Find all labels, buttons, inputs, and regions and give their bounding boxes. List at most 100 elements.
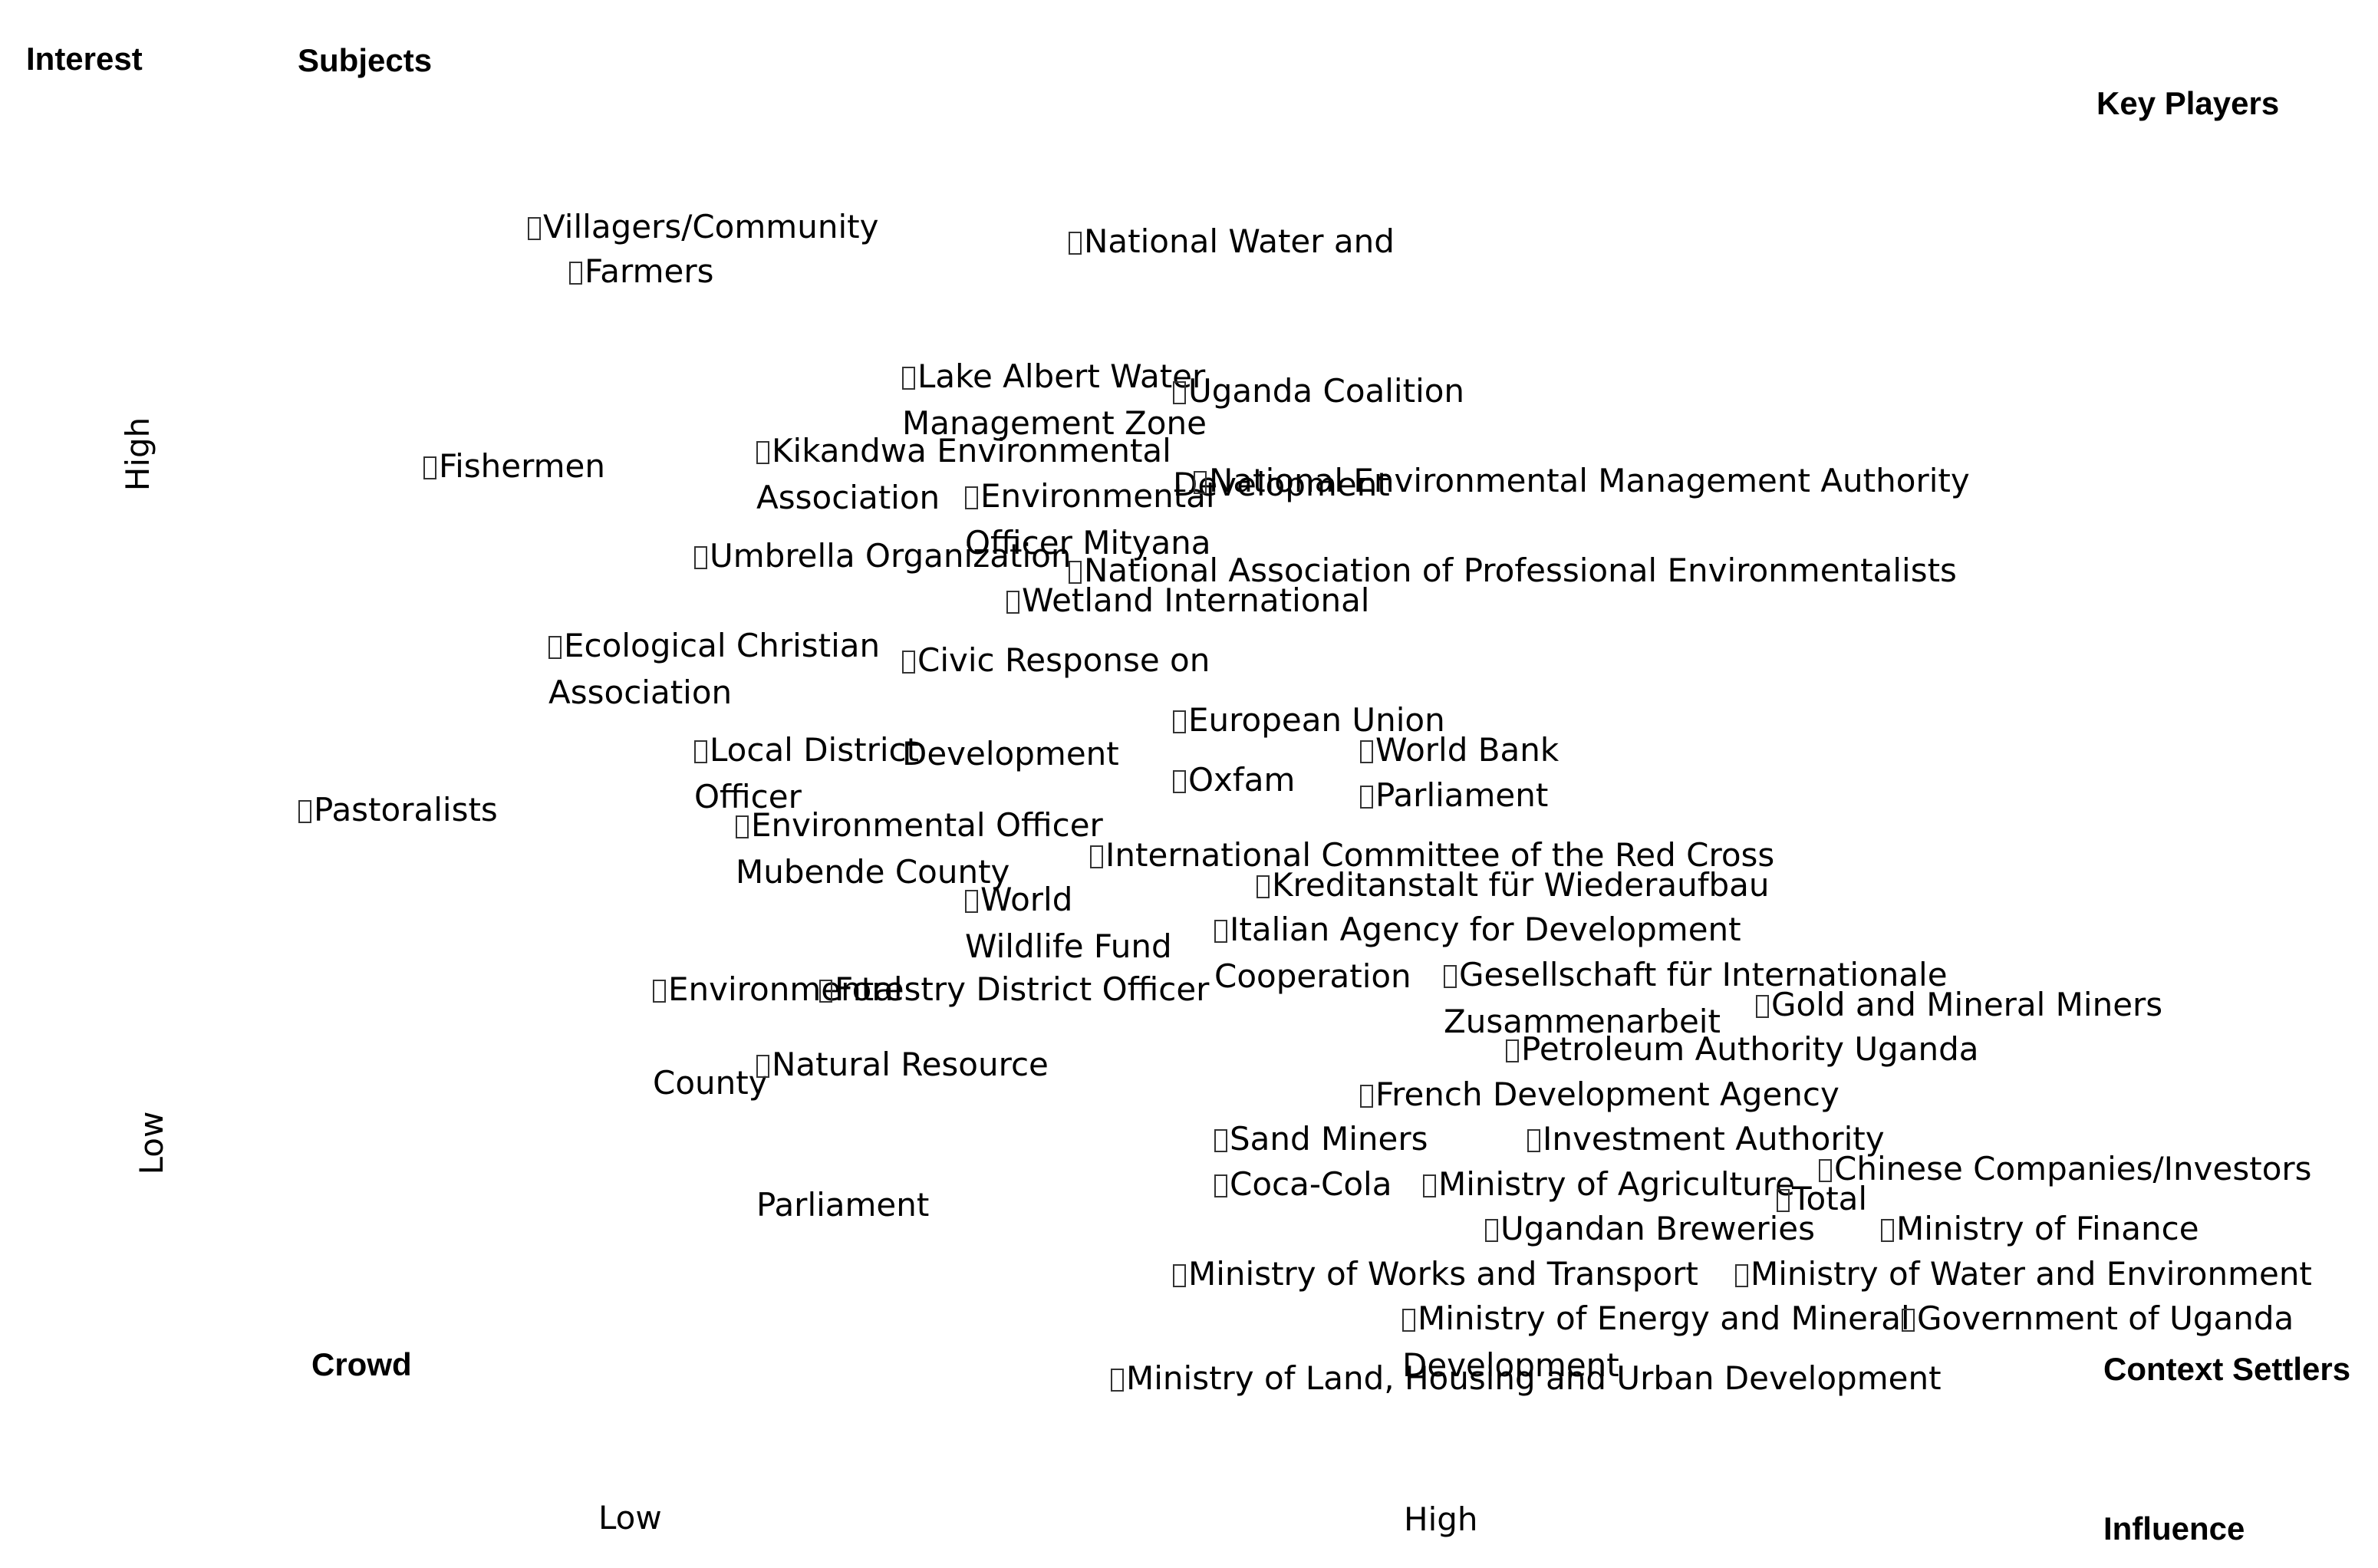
stakeholder-text: Association	[756, 479, 940, 516]
x-tick-high: High	[1404, 1500, 1478, 1538]
bullet-marker	[548, 636, 562, 659]
bullet-marker	[819, 980, 832, 1003]
stakeholder-label: Gesellschaft für Internationale	[1444, 951, 1948, 998]
stakeholder-point: World Wildlife Fund	[965, 876, 1172, 970]
stakeholder-point: Parliament	[1360, 772, 1548, 819]
stakeholder-label-continued	[902, 684, 1210, 730]
stakeholder-label: Investment Authority	[1527, 1115, 1885, 1162]
stakeholder-text: Kikandwa Environmental	[772, 432, 1171, 469]
bullet-marker	[1485, 1219, 1498, 1242]
stakeholder-label: Ministry of Finance	[1881, 1205, 2199, 1252]
stakeholder-label: National Environmental Management Author…	[1194, 457, 1970, 504]
stakeholder-label: Kikandwa Environmental	[756, 427, 1171, 474]
stakeholder-point: Environmental County	[653, 966, 903, 1106]
stakeholder-text: Environmental Officer	[751, 806, 1103, 844]
stakeholder-text: Mubende County	[736, 853, 1010, 891]
bullet-marker	[1257, 875, 1270, 898]
stakeholder-label-continued: Management Zone	[902, 400, 1207, 446]
stakeholder-text: Zusammenarbeit	[1444, 1003, 1721, 1040]
stakeholder-text: Natural Resource	[772, 1046, 1049, 1083]
bullet-marker	[1360, 786, 1373, 809]
stakeholder-label: Gold and Mineral Miners	[1756, 981, 2162, 1028]
stakeholder-text: Parliament	[756, 1186, 930, 1224]
bullet-marker	[965, 486, 978, 509]
stakeholder-point: Forestry District Officer	[819, 966, 1209, 1013]
bullet-marker	[423, 456, 436, 479]
stakeholder-label-continued: Parliament	[756, 1181, 1049, 1228]
bullet-marker	[1444, 965, 1457, 988]
stakeholder-text: Umbrella Organization	[710, 537, 1072, 575]
stakeholder-point: Sand Miners	[1214, 1115, 1428, 1162]
bullet-marker	[1902, 1309, 1915, 1332]
stakeholder-text: Development	[1173, 466, 1390, 503]
stakeholder-text: Coca-Cola	[1230, 1165, 1392, 1203]
stakeholder-label: Oxfam	[1173, 756, 1295, 803]
stakeholder-text: Cooperation	[1214, 957, 1411, 995]
bullet-marker	[1069, 232, 1082, 255]
stakeholder-text: Total	[1792, 1180, 1868, 1217]
bullet-marker	[1402, 1309, 1415, 1332]
bullet-marker	[1194, 471, 1207, 494]
stakeholder-point: Fishermen	[423, 443, 605, 489]
stakeholder-point: Chinese Companies/Investors	[1819, 1145, 2312, 1192]
stakeholder-label: World	[965, 876, 1172, 923]
bullet-marker	[694, 740, 707, 763]
stakeholder-label: Lake Albert Water	[902, 353, 1207, 400]
stakeholder-point: Ministry of Agriculture	[1423, 1161, 1795, 1207]
stakeholder-label-continued: Zusammenarbeit	[1444, 998, 1948, 1045]
stakeholder-label-continued: County	[653, 1059, 903, 1106]
stakeholder-label: Wetland International	[1006, 577, 1369, 624]
stakeholder-point: Ministry of Energy and Mineral Developmen…	[1402, 1295, 1910, 1388]
stakeholder-text: Farmers	[585, 252, 714, 290]
stakeholder-point: World Bank	[1360, 726, 1559, 773]
bullet-marker	[569, 262, 582, 285]
stakeholder-text: Development	[902, 735, 1119, 772]
stakeholder-text: Ministry of Energy and Mineral	[1418, 1300, 1910, 1337]
stakeholder-label: French Development Agency	[1360, 1071, 1839, 1118]
stakeholder-point: Uganda Coalition Development	[1173, 367, 1464, 508]
stakeholder-label: Ugandan Breweries	[1485, 1205, 1815, 1252]
bullet-marker	[756, 1055, 769, 1078]
stakeholder-label: Pastoralists	[298, 786, 498, 833]
bullet-marker	[1360, 1085, 1373, 1108]
bullet-marker	[1069, 561, 1082, 584]
bullet-marker	[1173, 1264, 1186, 1287]
stakeholder-text: Petroleum Authority Uganda	[1521, 1030, 1979, 1068]
stakeholder-point: Gesellschaft für Internationale Zusammena…	[1444, 951, 1948, 1045]
stakeholder-point: European Union	[1173, 697, 1445, 743]
x-axis-title: Influence	[2103, 1510, 2245, 1547]
bullet-marker	[902, 367, 915, 390]
quadrant-label-context-settlers: Context Settlers	[2103, 1351, 2351, 1387]
bullet-marker	[1006, 591, 1019, 614]
stakeholder-label: Ministry of Works and Transport	[1173, 1250, 1698, 1297]
quadrant-label-key-players: Key Players	[2096, 85, 2280, 121]
stakeholder-label-continued: Cooperation	[1214, 953, 1741, 1000]
stakeholder-point: Kreditanstalt für Wiederaufbau	[1257, 861, 1770, 908]
stakeholder-text: National Environmental Management Author…	[1209, 462, 1970, 499]
stakeholder-label: Forestry District Officer	[819, 966, 1209, 1013]
stakeholder-point: Umbrella Organization	[694, 532, 1071, 579]
stakeholder-label: Chinese Companies/Investors	[1819, 1145, 2312, 1192]
stakeholder-text: Uganda Coalition	[1188, 372, 1465, 410]
bullet-marker	[1111, 1369, 1124, 1392]
stakeholder-text: Kreditanstalt für Wiederaufbau	[1272, 866, 1770, 904]
stakeholder-point: International Committee of the Red Cross	[1090, 832, 1774, 878]
stakeholder-text: Officer	[694, 778, 802, 815]
bullet-marker	[1360, 740, 1373, 763]
stakeholder-label: National Association of Professional Env…	[1069, 547, 1957, 594]
stakeholder-text: Wildlife Fund	[965, 927, 1172, 965]
stakeholder-point: Ministry of Finance	[1881, 1205, 2199, 1252]
bullet-marker	[1173, 770, 1186, 793]
stakeholder-text: Association	[548, 674, 733, 711]
stakeholder-label-continued	[1173, 414, 1464, 461]
bullet-marker	[736, 815, 749, 838]
bullet-marker	[653, 980, 666, 1003]
bullet-marker	[1777, 1189, 1790, 1212]
stakeholder-label: Ministry of Energy and Mineral	[1402, 1295, 1910, 1342]
bullet-marker	[1214, 1129, 1227, 1152]
stakeholder-text: Ministry of Land, Housing and Urban Deve…	[1126, 1359, 1942, 1397]
bullet-marker	[756, 441, 769, 464]
stakeholder-label-continued: Association	[756, 474, 1171, 521]
stakeholder-text: National Association of Professional Env…	[1084, 552, 1957, 589]
stakeholder-label: Total	[1777, 1175, 1867, 1222]
